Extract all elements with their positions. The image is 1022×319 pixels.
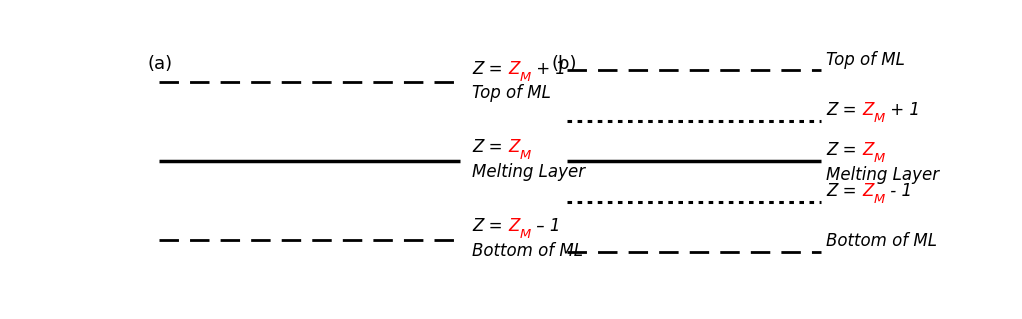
Text: M: M [874, 112, 885, 125]
Text: Z =: Z = [472, 217, 508, 235]
Text: + 1: + 1 [530, 60, 565, 78]
Text: M: M [874, 152, 885, 165]
Text: M: M [519, 228, 530, 241]
Text: Z =: Z = [827, 141, 863, 159]
Text: (b): (b) [552, 56, 577, 73]
Text: Top of ML: Top of ML [827, 51, 905, 69]
Text: Z =: Z = [827, 101, 863, 119]
Text: + 1: + 1 [885, 101, 920, 119]
Text: Z: Z [508, 217, 519, 235]
Text: Melting Layer: Melting Layer [472, 163, 586, 181]
Text: Z: Z [863, 101, 874, 119]
Text: (a): (a) [147, 56, 173, 73]
Text: Z =: Z = [827, 182, 863, 200]
Text: Z: Z [863, 141, 874, 159]
Text: Z: Z [508, 60, 519, 78]
Text: Bottom of ML: Bottom of ML [827, 232, 937, 250]
Text: Z =: Z = [472, 138, 508, 157]
Text: - 1: - 1 [885, 182, 912, 200]
Text: – 1: – 1 [530, 217, 560, 235]
Text: Z: Z [863, 182, 874, 200]
Text: M: M [519, 149, 530, 162]
Text: Z: Z [508, 138, 519, 157]
Text: Top of ML: Top of ML [472, 85, 551, 102]
Text: M: M [519, 71, 530, 84]
Text: Z =: Z = [472, 60, 508, 78]
Text: Bottom of ML: Bottom of ML [472, 242, 584, 260]
Text: M: M [874, 193, 885, 206]
Text: Melting Layer: Melting Layer [827, 166, 939, 183]
